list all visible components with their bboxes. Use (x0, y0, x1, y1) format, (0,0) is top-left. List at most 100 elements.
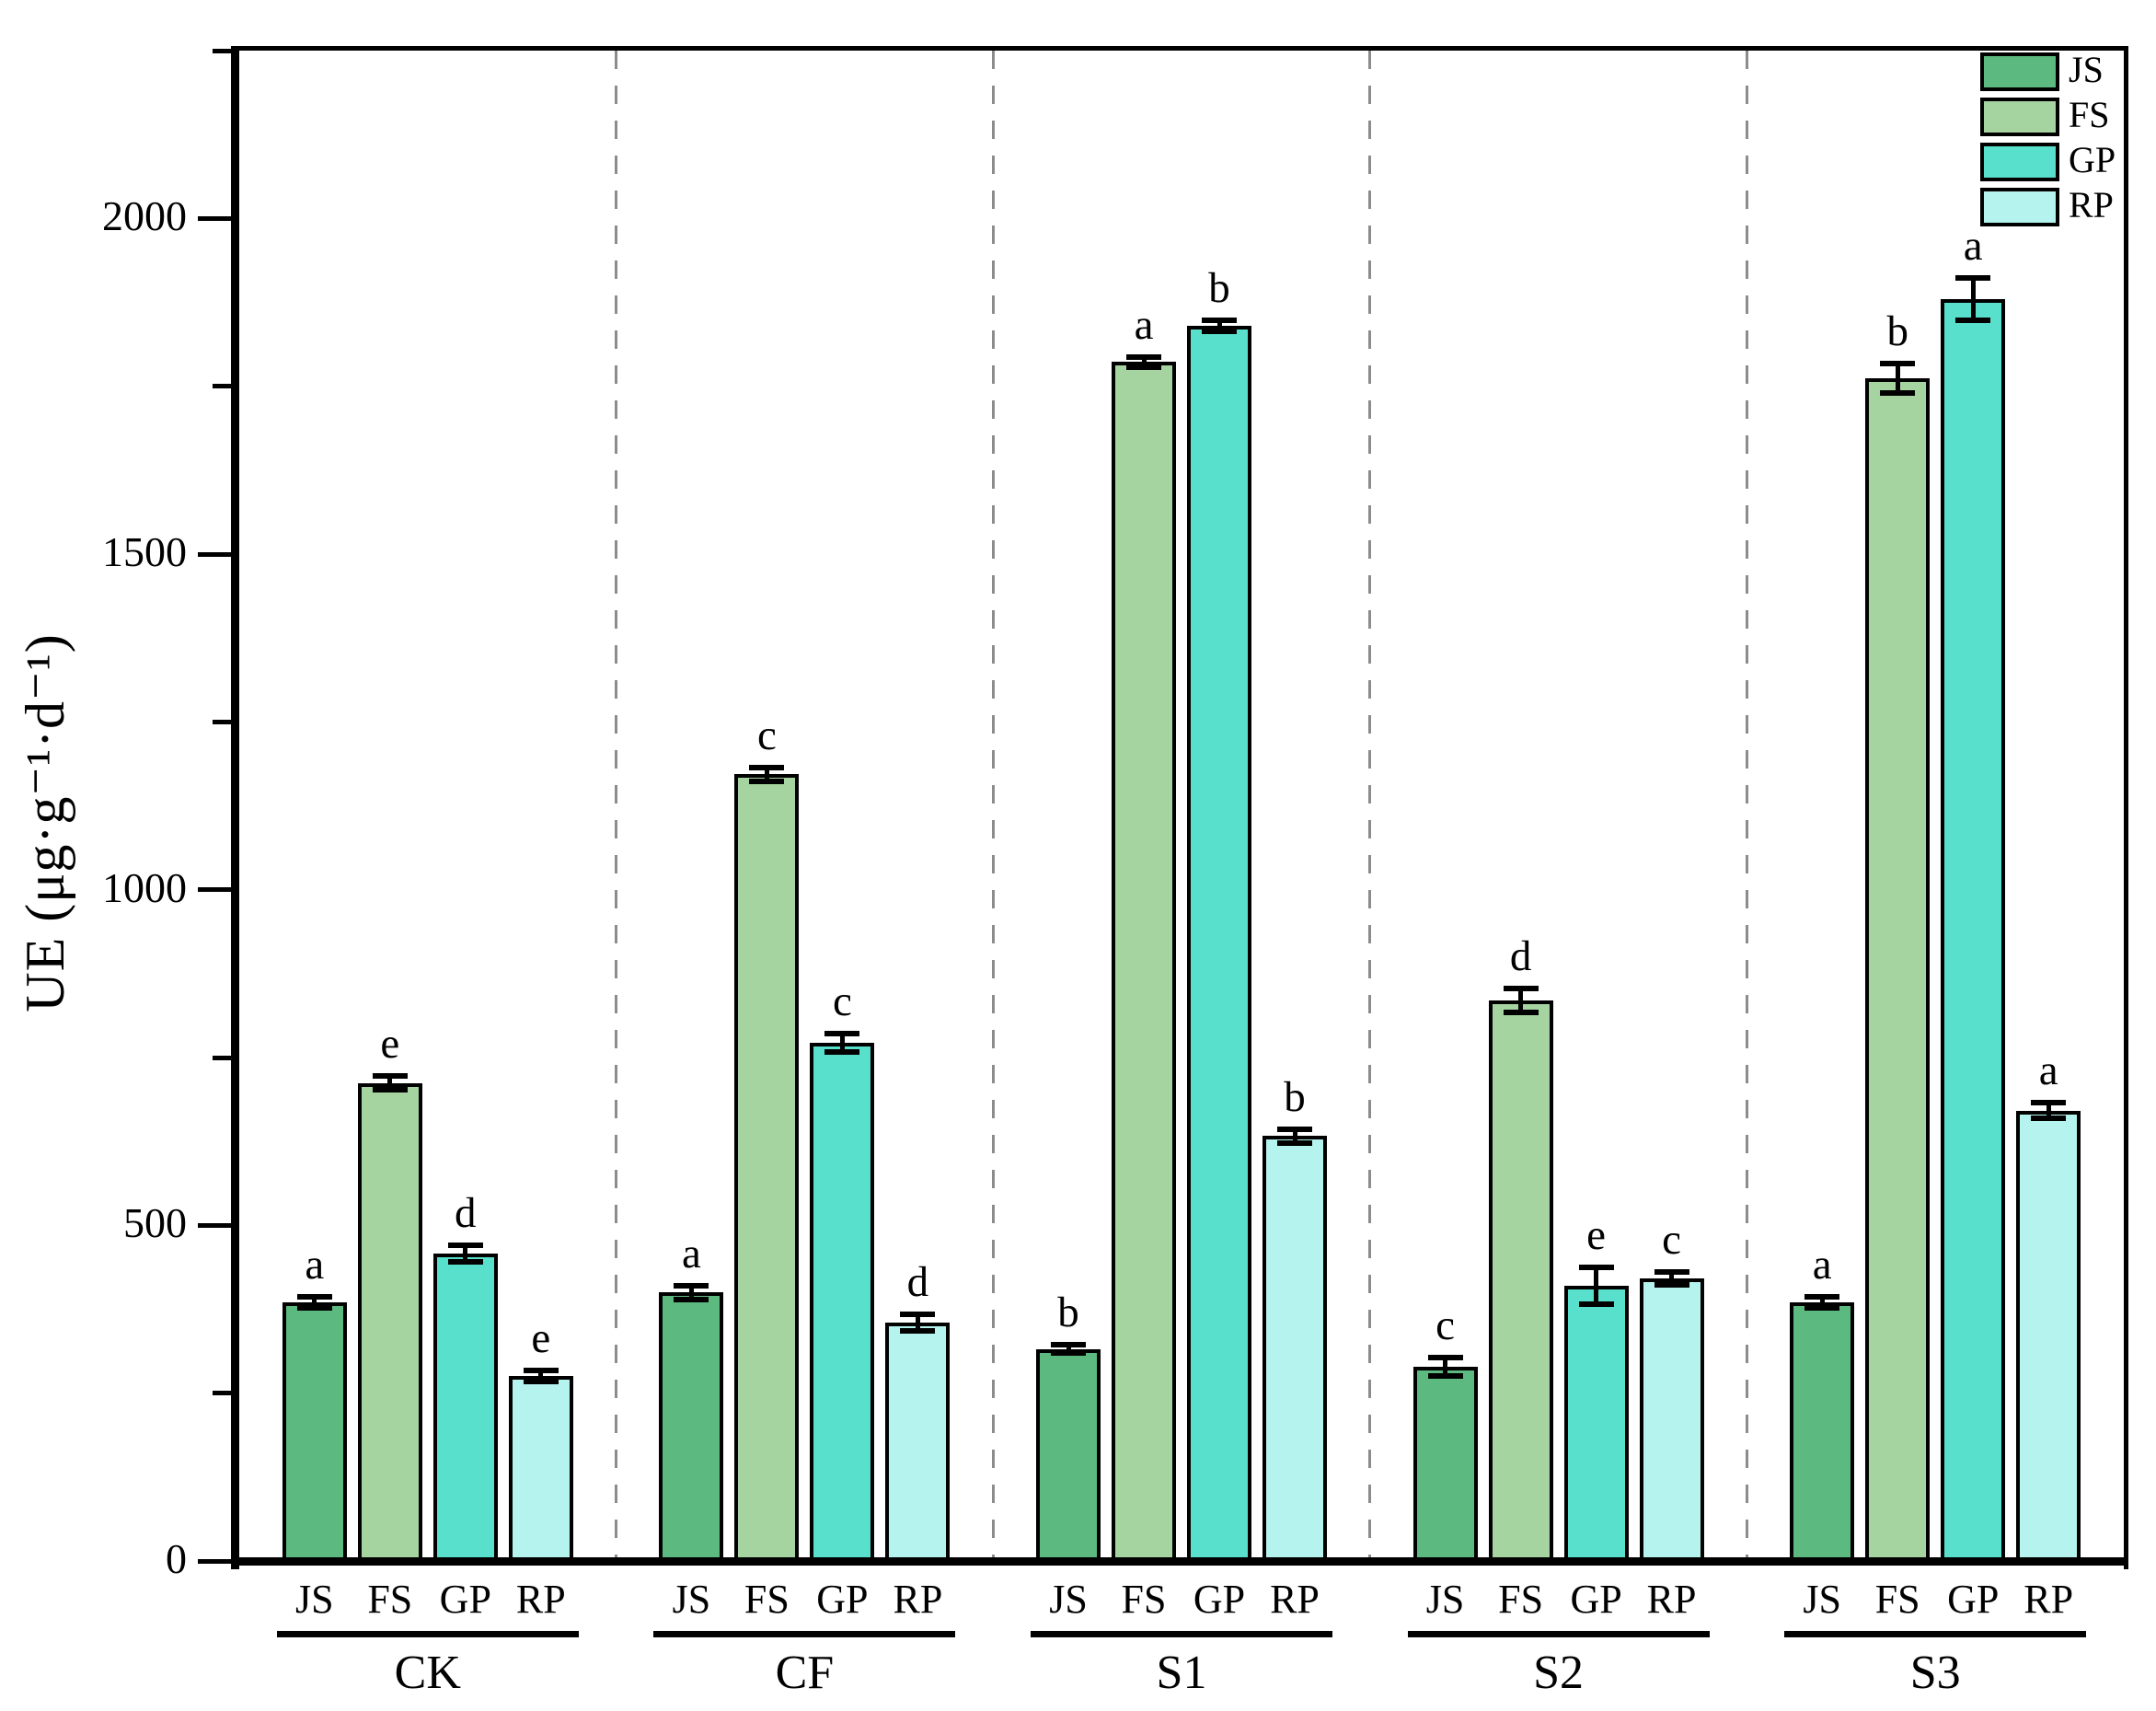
error-cap-top-CF-FS (749, 764, 785, 770)
group-label-CF: CF (775, 1647, 835, 1699)
error-cap-bottom-CK-FS (372, 1087, 408, 1092)
error-cap-bottom-CF-GP (824, 1049, 860, 1056)
bar-S2-FS (1488, 1000, 1553, 1561)
error-line-S1-FS (1141, 356, 1147, 368)
y-tick-label: 1500 (102, 528, 187, 575)
group-label-S2: S2 (1533, 1647, 1585, 1699)
group-divider (1368, 51, 1372, 1557)
error-cap-bottom-S1-JS (1051, 1349, 1086, 1356)
error-cap-top-S1-RP (1277, 1127, 1312, 1133)
bar-label-CF-RP: RP (893, 1577, 943, 1622)
y-major-tick (198, 551, 231, 557)
bar-label-CF-FS: FS (744, 1577, 790, 1622)
group-divider (1745, 51, 1748, 1557)
sig-letter-S1-RP: b (1284, 1073, 1306, 1122)
group-label-S1: S1 (1156, 1647, 1207, 1699)
sig-letter-S2-RP: c (1662, 1215, 1682, 1264)
bar-label-S2-JS: JS (1425, 1577, 1465, 1622)
bar-S2-GP (1563, 1285, 1629, 1561)
legend-swatch-FS (1980, 98, 2059, 136)
bar-label-CK-JS: JS (295, 1577, 334, 1622)
bar-label-CF-GP: GP (816, 1577, 869, 1622)
bar-S2-JS (1412, 1367, 1478, 1561)
sig-letter-S2-JS: c (1435, 1301, 1456, 1349)
bar-S2-RP (1639, 1277, 1704, 1561)
error-cap-top-S3-FS (1880, 360, 1916, 366)
error-cap-top-S3-RP (2031, 1099, 2067, 1105)
group-underline-CF (653, 1631, 956, 1637)
sig-letter-S3-FS: b (1886, 306, 1908, 355)
y-minor-tick (213, 1391, 231, 1396)
bar-label-S3-RP: RP (2023, 1577, 2074, 1622)
error-cap-top-S2-GP (1578, 1264, 1614, 1270)
error-cap-bottom-CK-JS (296, 1305, 332, 1312)
bar-label-S3-GP: GP (1947, 1577, 2000, 1622)
error-cap-top-CK-JS (296, 1294, 332, 1301)
y-tick-label: 2000 (102, 192, 187, 240)
legend-label-GP: GP (2069, 139, 2116, 180)
bar-CF-GP (810, 1042, 875, 1561)
sig-letter-S3-RP: a (2038, 1046, 2058, 1094)
group-label-CK: CK (394, 1647, 461, 1699)
bar-CK-RP (508, 1375, 573, 1561)
group-divider (615, 51, 618, 1557)
error-line-CK-GP (463, 1245, 468, 1262)
error-cap-bottom-S2-RP (1654, 1282, 1689, 1289)
error-cap-bottom-S3-RP (2031, 1116, 2067, 1122)
bar-CF-RP (885, 1323, 951, 1561)
sig-letter-CK-FS: e (380, 1020, 400, 1069)
legend-swatch-GP (1980, 143, 2059, 181)
error-line-S3-JS (1819, 1297, 1825, 1309)
y-axis-line (231, 46, 239, 1569)
error-line-CF-JS (688, 1285, 694, 1300)
error-cap-bottom-S3-GP (1955, 318, 1991, 324)
error-line-S1-RP (1292, 1129, 1297, 1143)
bar-CK-GP (432, 1253, 498, 1561)
error-line-CK-JS (312, 1297, 317, 1309)
error-cap-bottom-S1-GP (1202, 328, 1237, 334)
group-divider (991, 51, 995, 1557)
legend-label-RP: RP (2069, 184, 2114, 225)
sig-letter-S1-JS: b (1057, 1289, 1079, 1337)
bar-label-S1-FS: FS (1121, 1577, 1167, 1622)
error-cap-top-CF-GP (824, 1030, 860, 1036)
error-cap-bottom-S2-JS (1427, 1373, 1463, 1380)
y-tick-label: 0 (166, 1535, 187, 1582)
error-cap-top-CF-JS (674, 1282, 709, 1289)
sig-letter-S2-GP: e (1586, 1210, 1607, 1259)
sig-letter-CF-FS: c (756, 711, 777, 759)
bar-label-CK-RP: RP (515, 1577, 566, 1622)
legend-label-FS: FS (2069, 94, 2110, 135)
top-border (231, 46, 2128, 51)
error-cap-bottom-CF-JS (674, 1296, 709, 1302)
error-line-S2-RP (1669, 1271, 1675, 1286)
error-cap-top-S2-RP (1654, 1268, 1689, 1275)
y-minor-tick (213, 384, 231, 389)
error-cap-bottom-CF-RP (900, 1327, 936, 1334)
sig-letter-S3-GP: a (1963, 221, 1983, 270)
bar-S3-FS (1865, 377, 1931, 1561)
bar-label-CK-GP: GP (439, 1577, 491, 1622)
bar-label-S2-GP: GP (1570, 1577, 1622, 1622)
sig-letter-S3-JS: a (1812, 1241, 1832, 1289)
error-line-CK-FS (387, 1076, 393, 1090)
error-line-S2-FS (1518, 988, 1524, 1013)
legend-swatch-RP (1980, 188, 2059, 226)
x-axis-line (231, 1557, 2128, 1566)
bar-label-S1-GP: GP (1193, 1577, 1246, 1622)
error-cap-bottom-S3-FS (1880, 389, 1916, 396)
error-cap-top-CF-RP (900, 1312, 936, 1318)
bar-label-CK-FS: FS (367, 1577, 413, 1622)
y-tick-label: 500 (123, 1199, 187, 1247)
bar-label-S2-RP: RP (1646, 1577, 1697, 1622)
bar-S1-FS (1112, 362, 1176, 1561)
y-major-tick (198, 1558, 231, 1564)
error-line-CF-FS (764, 767, 769, 781)
error-cap-top-CK-GP (447, 1243, 483, 1249)
error-cap-top-S2-FS (1503, 985, 1539, 991)
group-label-S3: S3 (1909, 1647, 1961, 1699)
y-axis-title: UE (μg·g⁻¹·d⁻¹) (15, 633, 75, 1012)
bar-S3-JS (1790, 1302, 1855, 1561)
y-minor-tick (213, 719, 231, 724)
